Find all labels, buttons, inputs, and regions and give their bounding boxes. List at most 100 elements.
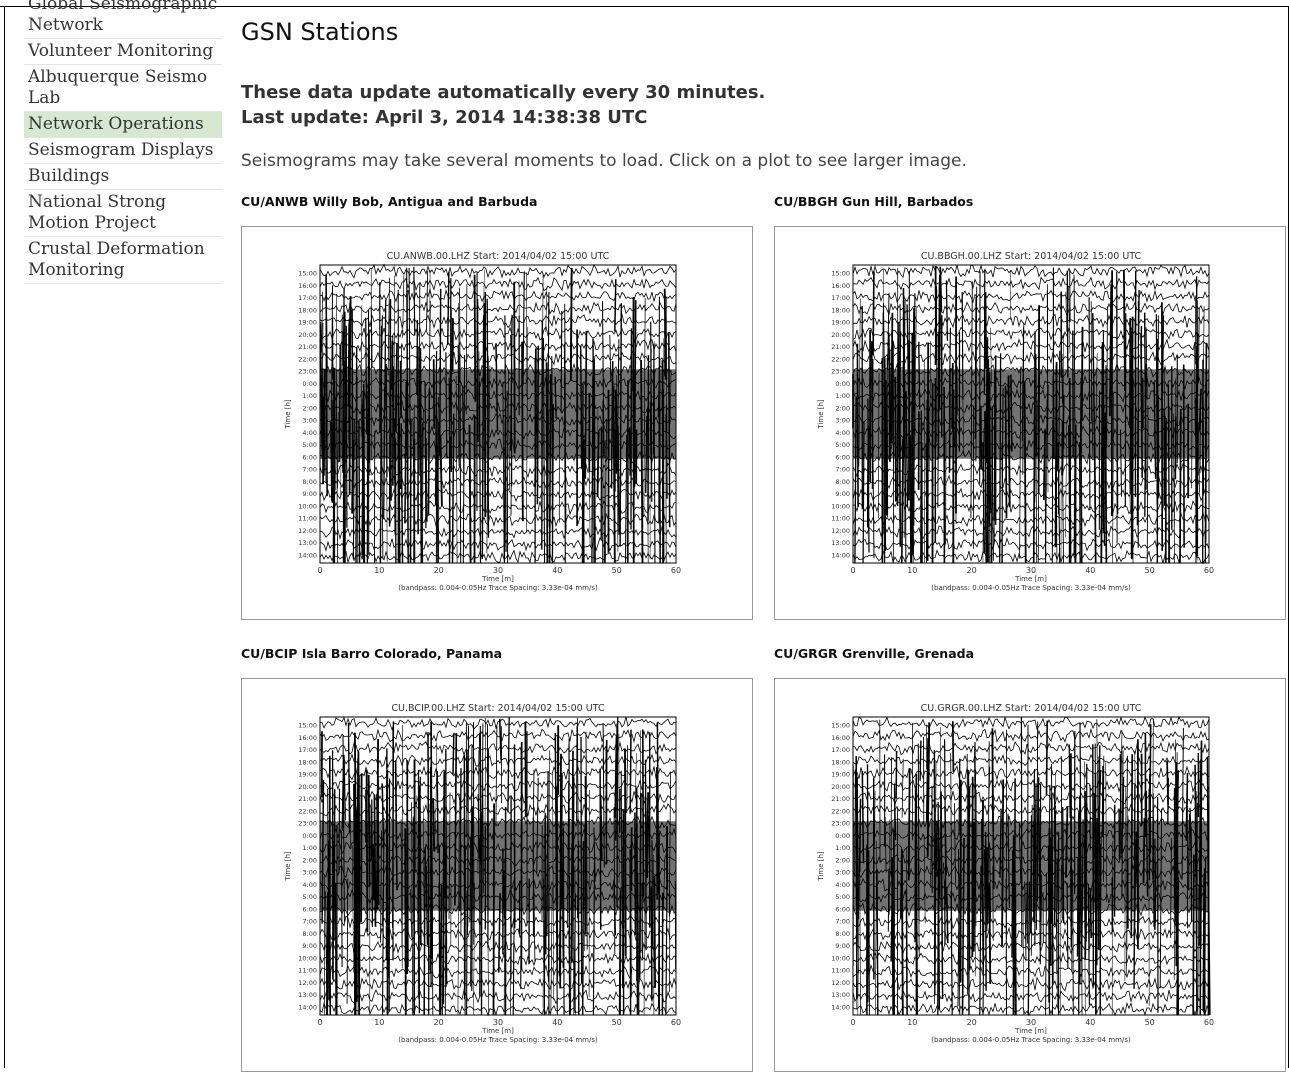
- x-tick-label: 40: [552, 566, 562, 575]
- y-tick-label: 21:00: [298, 343, 317, 351]
- seismogram-traces: [320, 717, 676, 1015]
- y-tick-label: 14:00: [298, 552, 317, 560]
- plot-title: CU.BCIP.00.LHZ Start: 2014/04/02 15:00 U…: [391, 703, 605, 714]
- y-tick-label: 21:00: [298, 795, 317, 803]
- sidebar-item-crustal-deformation-monitoring[interactable]: Crustal Deformation Monitoring: [24, 237, 222, 284]
- y-tick-label: 12:00: [298, 979, 317, 987]
- y-tick-label: 4:00: [835, 429, 850, 437]
- y-tick-label: 18:00: [831, 306, 850, 314]
- x-tick-label: 30: [1026, 566, 1036, 575]
- x-tick-label: 10: [374, 1018, 384, 1027]
- x-tick-label: 10: [907, 566, 917, 575]
- y-tick-label: 9:00: [302, 490, 317, 498]
- y-tick-label: 3:00: [835, 869, 850, 877]
- x-tick-label: 30: [493, 1018, 503, 1027]
- update-notice: These data update automatically every 30…: [241, 80, 765, 130]
- y-tick-label: 19:00: [831, 319, 850, 327]
- y-tick-label: 11:00: [831, 967, 850, 975]
- y-axis-label: Time [h]: [284, 851, 292, 882]
- sidebar-item-volunteer-monitoring[interactable]: Volunteer Monitoring: [24, 39, 222, 65]
- sidebar-item-global-seismographic-network[interactable]: Global Seismographic Network: [24, 0, 222, 39]
- y-tick-label: 3:00: [302, 869, 317, 877]
- y-tick-label: 8:00: [835, 478, 850, 486]
- y-tick-label: 12:00: [831, 979, 850, 987]
- y-tick-label: 12:00: [831, 527, 850, 535]
- y-tick-label: 9:00: [302, 942, 317, 950]
- station-heading-grgr: CU/GRGR Grenville, Grenada: [774, 646, 974, 661]
- y-tick-label: 5:00: [302, 893, 317, 901]
- y-tick-label: 18:00: [831, 758, 850, 766]
- y-tick-label: 13:00: [831, 991, 850, 999]
- y-tick-label: 23:00: [831, 820, 850, 828]
- y-tick-label: 2:00: [835, 404, 850, 412]
- station-heading-bbgh: CU/BBGH Gun Hill, Barbados: [774, 194, 973, 209]
- y-tick-label: 23:00: [831, 368, 850, 376]
- page-title: GSN Stations: [241, 18, 398, 46]
- y-tick-label: 1:00: [302, 392, 317, 400]
- y-tick-label: 13:00: [298, 539, 317, 547]
- y-tick-label: 22:00: [298, 355, 317, 363]
- y-tick-label: 9:00: [835, 942, 850, 950]
- y-tick-label: 7:00: [302, 918, 317, 926]
- y-tick-label: 16:00: [831, 734, 850, 742]
- x-tick-label: 10: [907, 1018, 917, 1027]
- seismogram-plot-anwb[interactable]: CU.ANWB.00.LHZ Start: 2014/04/02 15:00 U…: [241, 226, 753, 620]
- x-tick-label: 30: [493, 566, 503, 575]
- seismogram-plot-bbgh[interactable]: CU.BBGH.00.LHZ Start: 2014/04/02 15:00 U…: [774, 226, 1286, 620]
- y-tick-label: 23:00: [298, 368, 317, 376]
- x-tick-label: 0: [317, 1018, 322, 1027]
- y-tick-label: 3:00: [835, 417, 850, 425]
- sidebar-item-albuquerque-seismo-lab[interactable]: Albuquerque Seismo Lab: [24, 65, 222, 112]
- sidebar-item-network-operations[interactable]: Network Operations: [24, 112, 222, 138]
- y-tick-label: 20:00: [298, 331, 317, 339]
- x-tick-label: 50: [1145, 566, 1155, 575]
- x-tick-label: 20: [967, 566, 977, 575]
- y-tick-label: 4:00: [302, 429, 317, 437]
- y-tick-label: 11:00: [298, 967, 317, 975]
- y-tick-label: 0:00: [302, 832, 317, 840]
- y-tick-label: 5:00: [835, 441, 850, 449]
- x-tick-label: 40: [1085, 1018, 1095, 1027]
- y-tick-label: 2:00: [302, 856, 317, 864]
- y-tick-label: 15:00: [831, 270, 850, 278]
- y-tick-label: 15:00: [298, 722, 317, 730]
- x-tick-label: 0: [317, 566, 322, 575]
- plot-title: CU.GRGR.00.LHZ Start: 2014/04/02 15:00 U…: [921, 703, 1142, 714]
- station-heading-bcip: CU/BCIP Isla Barro Colorado, Panama: [241, 646, 502, 661]
- x-tick-label: 60: [671, 1018, 681, 1027]
- y-tick-label: 0:00: [835, 380, 850, 388]
- x-tick-label: 60: [1204, 566, 1214, 575]
- plot-caption: (bandpass: 0.004-0.05Hz Trace Spacing: 3…: [931, 1036, 1131, 1044]
- x-axis-label: Time [m]: [1014, 1027, 1047, 1035]
- plot-caption: (bandpass: 0.004-0.05Hz Trace Spacing: 3…: [398, 1036, 598, 1044]
- y-tick-label: 7:00: [302, 466, 317, 474]
- y-tick-label: 22:00: [831, 355, 850, 363]
- y-tick-label: 10:00: [298, 503, 317, 511]
- y-tick-label: 1:00: [835, 392, 850, 400]
- y-axis-label: Time [h]: [284, 399, 292, 430]
- x-tick-label: 30: [1026, 1018, 1036, 1027]
- sidebar-item-seismogram-displays[interactable]: Seismogram Displays: [24, 138, 222, 164]
- y-tick-label: 2:00: [302, 404, 317, 412]
- y-tick-label: 17:00: [298, 294, 317, 302]
- x-tick-label: 0: [850, 566, 855, 575]
- x-tick-label: 40: [1085, 566, 1095, 575]
- y-tick-label: 11:00: [831, 515, 850, 523]
- seismogram-svg: CU.GRGR.00.LHZ Start: 2014/04/02 15:00 U…: [775, 679, 1285, 1071]
- y-tick-label: 10:00: [298, 955, 317, 963]
- y-tick-label: 17:00: [298, 746, 317, 754]
- page-frame-left: [4, 6, 5, 1068]
- plot-title: CU.ANWB.00.LHZ Start: 2014/04/02 15:00 U…: [387, 251, 610, 262]
- seismogram-svg: CU.BBGH.00.LHZ Start: 2014/04/02 15:00 U…: [775, 227, 1285, 619]
- x-tick-label: 40: [552, 1018, 562, 1027]
- y-tick-label: 1:00: [835, 844, 850, 852]
- update-frequency-text: These data update automatically every 30…: [241, 80, 765, 105]
- y-tick-label: 1:00: [302, 844, 317, 852]
- seismogram-traces: [853, 717, 1210, 1015]
- y-tick-label: 9:00: [835, 490, 850, 498]
- station-heading-anwb: CU/ANWB Willy Bob, Antigua and Barbuda: [241, 194, 537, 209]
- sidebar-item-national-strong-motion-project[interactable]: National Strong Motion Project: [24, 190, 222, 237]
- seismogram-plot-grgr[interactable]: CU.GRGR.00.LHZ Start: 2014/04/02 15:00 U…: [774, 678, 1286, 1072]
- sidebar-item-buildings[interactable]: Buildings: [24, 164, 222, 190]
- seismogram-plot-bcip[interactable]: CU.BCIP.00.LHZ Start: 2014/04/02 15:00 U…: [241, 678, 753, 1072]
